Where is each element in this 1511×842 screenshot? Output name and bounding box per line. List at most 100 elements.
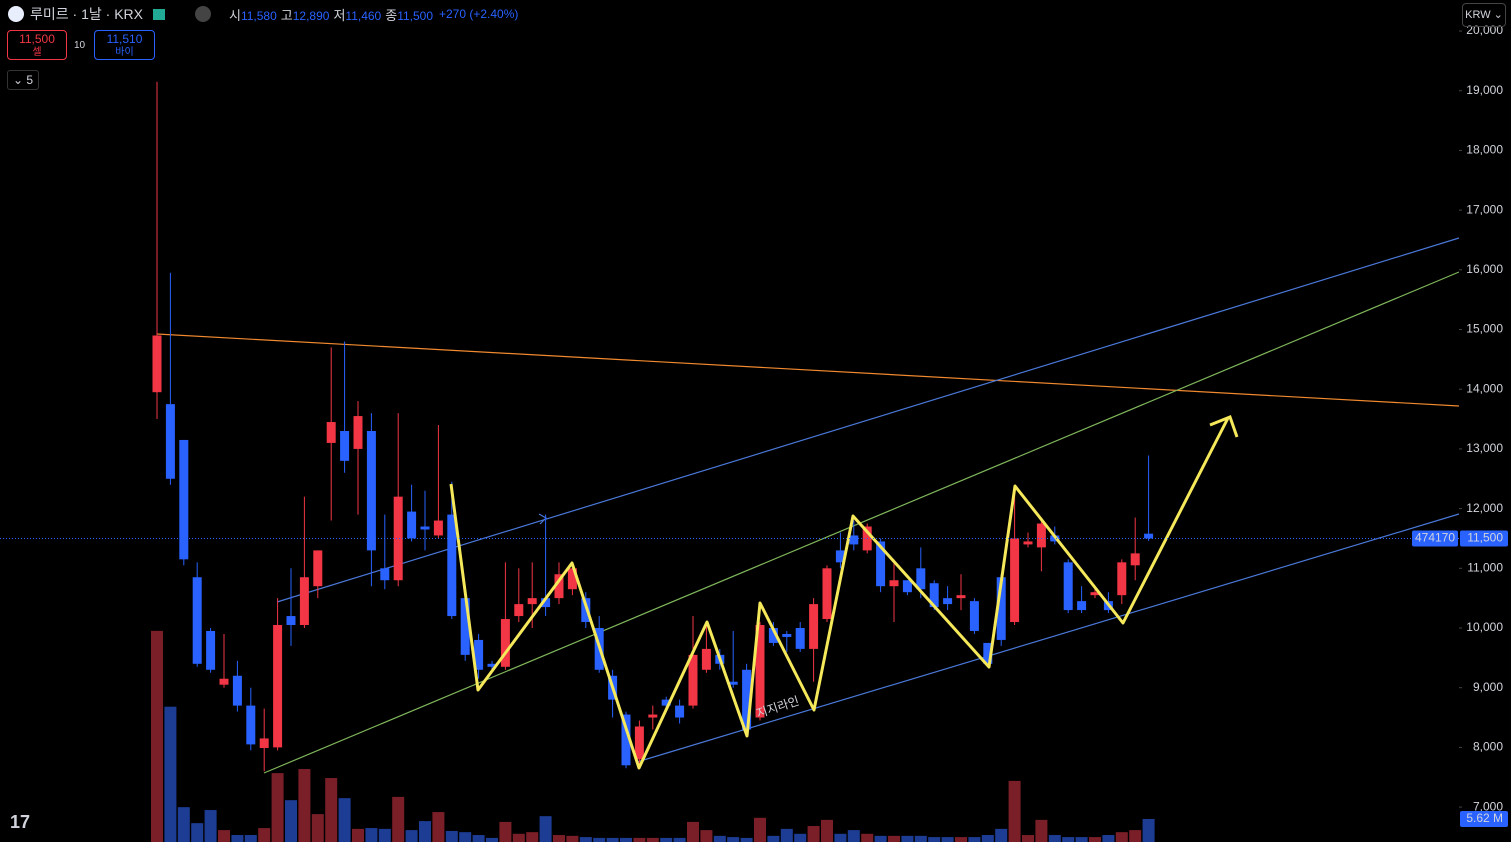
ohlc-value: 12,890: [292, 8, 330, 23]
candle-body: [822, 568, 832, 620]
volume-badge: [1460, 810, 1508, 827]
candle-body: [366, 430, 376, 551]
header: 루미르 · 1날 · KRX 시11,580 고12,890 저11,460 종11,…: [8, 4, 518, 24]
arrow-head: [1209, 415, 1239, 438]
volume-bar: [191, 823, 204, 842]
ohlc-key: 종: [385, 7, 398, 23]
buy-button[interactable]: 11,510 바이: [94, 30, 155, 60]
channel-upper: [276, 237, 1460, 603]
volume-bar: [1129, 830, 1142, 842]
candle-body: [286, 616, 296, 626]
volume-bar: [218, 830, 230, 842]
currency-button[interactable]: KRW ⌄: [1462, 3, 1506, 27]
ohlc-legend: 시11,580 고12,890 저11,460 종11,500: [225, 5, 433, 24]
change: +270 (+2.40%): [439, 7, 519, 21]
volume-bar: [1008, 780, 1021, 842]
volume-bar: [646, 837, 659, 842]
volume-bar: [231, 835, 244, 842]
volume-bar: [486, 837, 498, 842]
sell-button[interactable]: 11,500 셀: [7, 30, 67, 60]
candle-body: [956, 595, 966, 599]
indicator-toggle[interactable]: ⌄ 5: [7, 70, 39, 90]
volume-bar: [847, 830, 860, 842]
y-tick-label: 13,000: [1466, 441, 1503, 455]
indicator-count: 5: [26, 73, 34, 87]
ohlc-key: 시: [228, 7, 241, 23]
candle-body: [340, 430, 350, 461]
y-tick-label: 14,000: [1466, 381, 1503, 395]
y-tick-label: 11,000: [1467, 560, 1503, 574]
candle-body: [621, 714, 631, 766]
channel-lower: [636, 513, 1460, 763]
candle-body: [514, 604, 524, 617]
candle-body: [554, 574, 564, 599]
arrow-head: [538, 513, 547, 525]
flag: [152, 8, 165, 20]
ohlc-value: 11,500: [397, 8, 433, 23]
candle-body: [474, 639, 484, 670]
candle-body: [420, 526, 430, 530]
zigzag-drawing: [449, 417, 1230, 770]
candle-body: [460, 598, 470, 655]
candle-body: [1077, 601, 1087, 611]
volume-bar: [365, 828, 378, 842]
candle-body: [353, 416, 363, 449]
y-tick-label: 7,000: [1473, 799, 1503, 813]
candle-body: [943, 598, 953, 605]
candle-body: [1090, 592, 1100, 596]
volume-bar: [1062, 837, 1075, 842]
candle-body: [1010, 538, 1020, 623]
volume-bar: [1102, 835, 1115, 842]
y-tick-label: 10,000: [1466, 620, 1503, 634]
brand-logo: 17: [10, 812, 31, 832]
candle-body: [1036, 523, 1046, 548]
volume-bar: [754, 817, 766, 842]
volume-bar: [955, 837, 967, 842]
volume-bar: [526, 832, 539, 842]
symbol-title[interactable]: 루미르 · 1날 · KRX: [30, 6, 143, 22]
candle-body: [433, 520, 443, 536]
sell-price: 11,500: [19, 32, 55, 46]
volume-bar: [378, 828, 391, 842]
volume-bar: [472, 835, 485, 842]
candle-body: [809, 604, 819, 649]
candle-body: [876, 541, 886, 587]
candle-body: [916, 568, 926, 590]
candle-body: [326, 422, 336, 443]
price-badge: [1460, 530, 1508, 547]
candle-body: [179, 439, 189, 560]
candle-body: [742, 669, 752, 730]
volume-bar: [325, 778, 338, 842]
candle-body: [661, 699, 671, 706]
volume-bar: [445, 830, 458, 842]
y-tick-label: 12,000: [1466, 501, 1503, 515]
candle-body: [902, 580, 912, 593]
volume-bar: [821, 819, 833, 842]
volume-bar: [713, 835, 726, 842]
drawings: [156, 237, 1460, 774]
candle-body: [393, 496, 403, 581]
currency: KRW: [1465, 9, 1491, 21]
candle-body: [929, 583, 939, 608]
volume-bar: [553, 835, 565, 842]
volume-bar: [874, 835, 887, 842]
candle-body: [407, 511, 417, 539]
volume-bar: [888, 835, 900, 842]
y-tick-label: 19,000: [1466, 83, 1503, 97]
last-price-marker: 474170: [1415, 531, 1455, 545]
candle-body: [634, 726, 644, 760]
volume-bar: [807, 826, 820, 842]
candle-body: [782, 633, 792, 637]
volume-bar: [566, 835, 579, 842]
y-tick-label: 15,000: [1466, 322, 1503, 336]
candle-body: [1023, 541, 1033, 545]
volume-bar: [392, 796, 405, 842]
candles: [152, 81, 1154, 772]
volume-bar: [311, 814, 324, 842]
volume-bar: [660, 837, 673, 842]
y-tick-label: 8,000: [1473, 740, 1503, 754]
candle-body: [688, 654, 698, 706]
volume-bar: [834, 833, 847, 842]
volume-bar: [579, 837, 592, 842]
